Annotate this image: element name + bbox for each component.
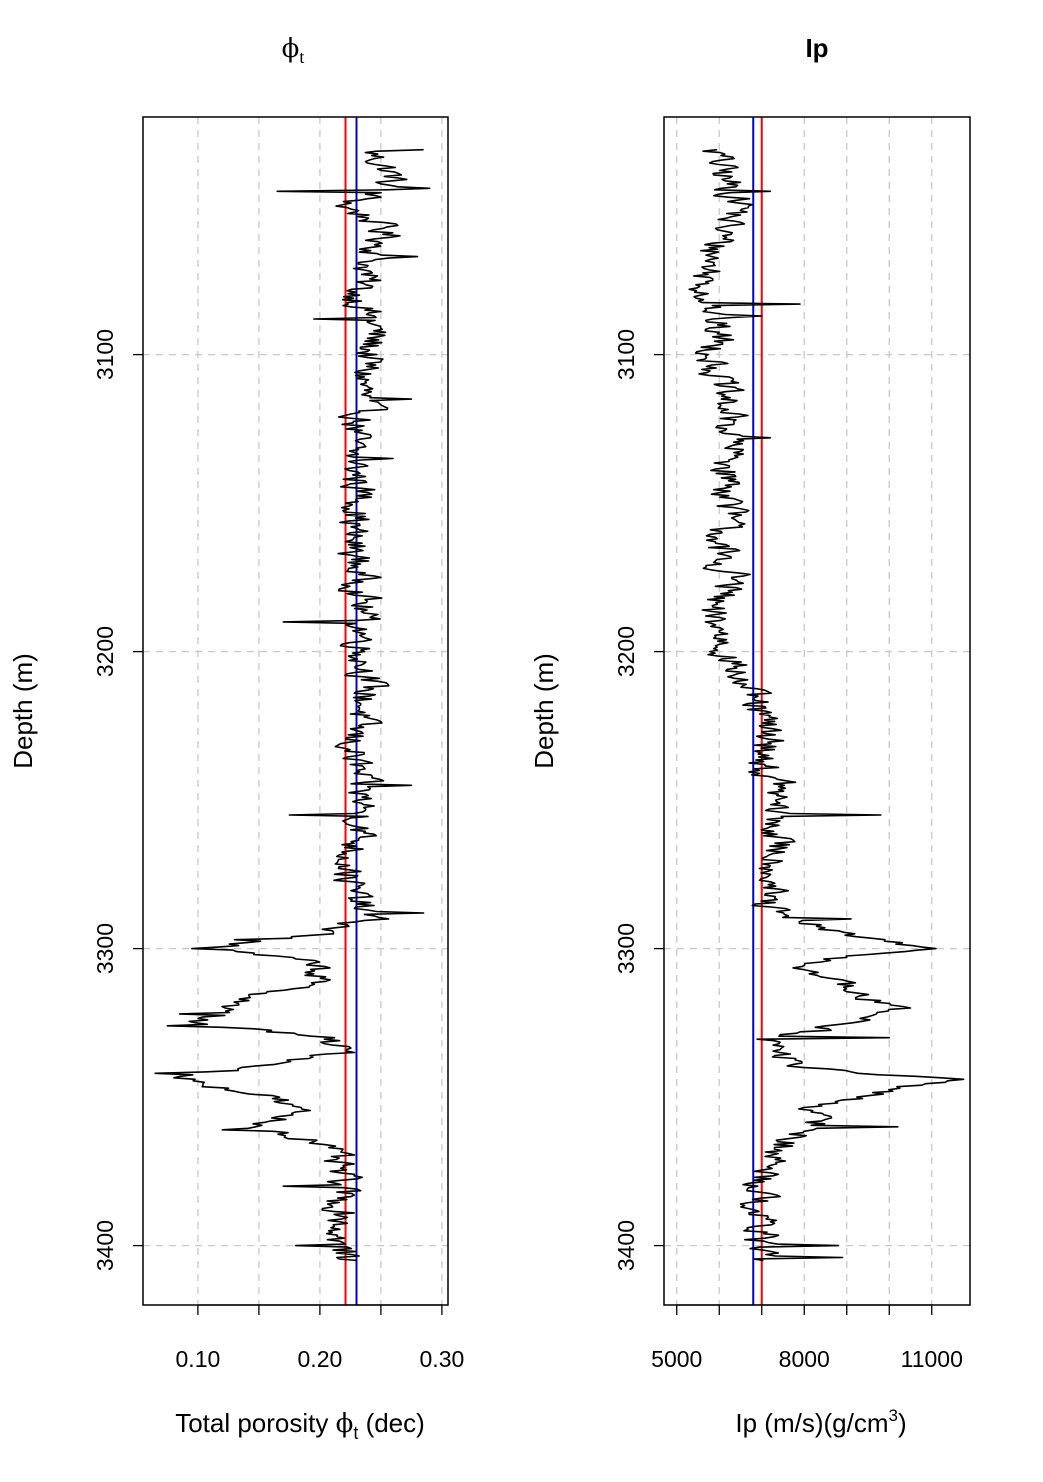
impedance-panel: Ip 5000 8000 11000 3100 3200 3300 3400 Ip (m/… xyxy=(529,33,971,1438)
porosity-y-axis: 3100 3200 3300 3400 xyxy=(92,329,143,1271)
porosity-panel-title: ϕt xyxy=(282,34,305,67)
porosity-series xyxy=(154,148,431,1262)
impedance-grid xyxy=(664,117,970,1305)
porosity-y-tick-label-2: 3300 xyxy=(92,923,118,974)
impedance-panel-title: Ip xyxy=(805,33,828,63)
porosity-x-axis-title: Total porosity ϕt (dec) xyxy=(175,1408,425,1443)
porosity-x-tick-label-4: 0.30 xyxy=(420,1346,465,1372)
porosity-y-tick-label-3: 3400 xyxy=(92,1220,118,1271)
impedance-log-trace xyxy=(688,148,965,1262)
impedance-y-axis-title: Depth (m) xyxy=(529,653,559,769)
impedance-y-axis: 3100 3200 3300 3400 xyxy=(613,329,664,1271)
porosity-y-tick-label-1: 3200 xyxy=(92,626,118,677)
porosity-y-tick-label-0: 3100 xyxy=(92,329,118,380)
impedance-series xyxy=(688,148,965,1262)
impedance-x-axis: 5000 8000 11000 xyxy=(651,1304,963,1372)
porosity-x-tick-label-2: 0.20 xyxy=(298,1346,343,1372)
impedance-y-tick-label-1: 3200 xyxy=(613,626,639,677)
porosity-y-axis-title: Depth (m) xyxy=(8,653,38,769)
impedance-y-tick-label-0: 3100 xyxy=(613,329,639,380)
porosity-log-trace xyxy=(154,148,431,1262)
impedance-x-axis-title: Ip (m/s)(g/cm3) xyxy=(735,1406,906,1438)
porosity-reference-lines xyxy=(344,117,358,1305)
porosity-x-tick-label-0: 0.10 xyxy=(176,1346,221,1372)
impedance-x-tick-label-0: 5000 xyxy=(651,1346,702,1372)
porosity-panel: ϕt 0.10 0.20 0.30 3100 3200 3300 3400 Total p… xyxy=(8,34,464,1443)
porosity-grid xyxy=(143,117,448,1305)
porosity-x-axis: 0.10 0.20 0.30 xyxy=(176,1304,465,1372)
impedance-y-tick-label-3: 3400 xyxy=(613,1220,639,1271)
impedance-y-tick-label-2: 3300 xyxy=(613,923,639,974)
impedance-x-tick-label-6: 11000 xyxy=(901,1346,963,1372)
impedance-x-tick-label-3: 8000 xyxy=(779,1346,830,1372)
